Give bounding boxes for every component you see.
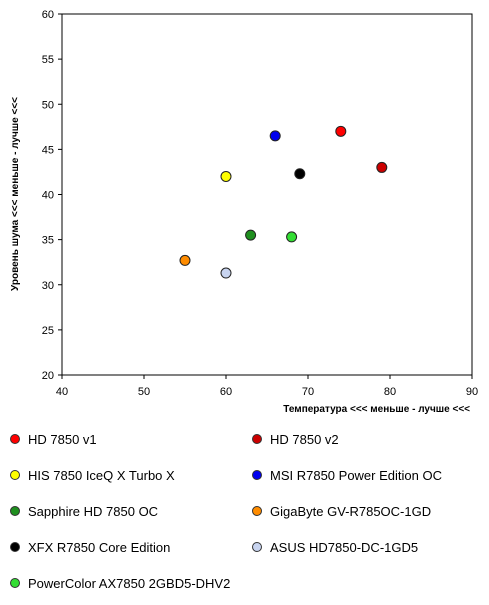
legend-item: HIS 7850 IceQ X Turbo X bbox=[10, 464, 175, 486]
legend-item: HD 7850 v2 bbox=[252, 428, 339, 450]
x-tick-label: 40 bbox=[56, 386, 68, 398]
legend: HD 7850 v1 HD 7850 v2 HIS 7850 IceQ X Turb… bbox=[0, 428, 489, 605]
legend-marker-icon bbox=[10, 506, 20, 516]
y-tick-label: 55 bbox=[42, 54, 54, 66]
y-tick-label: 50 bbox=[42, 99, 54, 111]
scatter-chart: 20 25 30 35 40 45 50 55 60 40 50 60 70 80 90 Температ… bbox=[10, 9, 478, 415]
y-tick-label: 20 bbox=[42, 370, 54, 382]
x-tick-label: 70 bbox=[302, 386, 314, 398]
y-tick-label: 25 bbox=[42, 325, 54, 337]
legend-marker-icon bbox=[10, 542, 20, 552]
legend-item: Sapphire HD 7850 OC bbox=[10, 500, 158, 522]
legend-marker-icon bbox=[10, 434, 20, 444]
legend-marker-icon bbox=[252, 506, 262, 516]
y-tick-label: 35 bbox=[42, 235, 54, 247]
x-tick-label: 90 bbox=[466, 386, 478, 398]
legend-marker-icon bbox=[252, 434, 262, 444]
legend-item: PowerColor AX7850 2GBD5-DHV2 bbox=[10, 572, 230, 594]
y-tick-label: 30 bbox=[42, 280, 54, 292]
legend-marker-icon bbox=[252, 542, 262, 552]
legend-item: ASUS HD7850-DC-1GD5 bbox=[252, 536, 418, 558]
data-points bbox=[179, 125, 388, 279]
data-point bbox=[220, 170, 232, 182]
legend-label: Sapphire HD 7850 OC bbox=[28, 503, 159, 519]
legend-item: MSI R7850 Power Edition OC bbox=[252, 464, 442, 486]
y-axis-ticks: 20 25 30 35 40 45 50 55 60 bbox=[42, 9, 62, 382]
legend-item: GigaByte GV-R785OC-1GD bbox=[252, 500, 431, 522]
legend-marker-icon bbox=[10, 578, 20, 588]
y-tick-label: 45 bbox=[42, 144, 54, 156]
legend-label: PowerColor AX7850 2GBD5-DHV2 bbox=[28, 575, 231, 591]
y-tick-label: 40 bbox=[42, 190, 54, 202]
data-point bbox=[245, 229, 257, 241]
x-axis-ticks: 40 50 60 70 80 90 bbox=[56, 375, 478, 398]
x-tick-label: 60 bbox=[220, 386, 232, 398]
data-point bbox=[286, 231, 298, 243]
data-point bbox=[335, 125, 347, 137]
legend-label: HD 7850 v1 bbox=[28, 431, 97, 447]
legend-marker-icon bbox=[252, 470, 262, 480]
data-point bbox=[294, 168, 306, 180]
legend-marker-icon bbox=[10, 470, 20, 480]
legend-item: XFX R7850 Core Edition bbox=[10, 536, 170, 558]
plot-area bbox=[61, 13, 473, 376]
legend-label: HD 7850 v2 bbox=[270, 431, 339, 447]
x-axis-title: Температура <<< меньше - лучше <<< bbox=[283, 404, 470, 415]
y-axis-title: Уровень шума <<< меньше - лучше <<< bbox=[10, 97, 21, 291]
x-tick-label: 50 bbox=[138, 386, 150, 398]
data-point bbox=[376, 161, 388, 173]
legend-label: MSI R7850 Power Edition OC bbox=[270, 467, 442, 483]
data-point bbox=[220, 267, 232, 279]
legend-label: HIS 7850 IceQ X Turbo X bbox=[28, 467, 175, 483]
legend-label: ASUS HD7850-DC-1GD5 bbox=[270, 539, 419, 555]
y-tick-label: 60 bbox=[42, 9, 54, 21]
data-point bbox=[179, 254, 191, 266]
data-point bbox=[269, 130, 281, 142]
legend-label: XFX R7850 Core Edition bbox=[28, 539, 171, 555]
x-tick-label: 80 bbox=[384, 386, 396, 398]
legend-item: HD 7850 v1 bbox=[10, 428, 97, 450]
legend-label: GigaByte GV-R785OC-1GD bbox=[270, 503, 432, 519]
